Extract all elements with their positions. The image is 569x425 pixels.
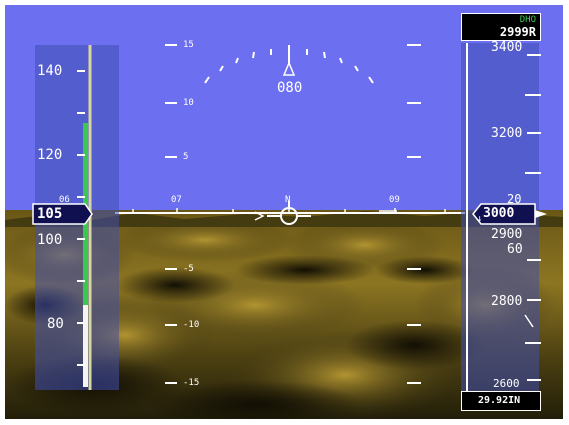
airspeed-pointer-box [32,203,93,225]
barometer-value: 29.92IN [478,395,521,406]
pitch-label-5: 5 [183,152,189,162]
minimums-label: DHO [519,15,536,25]
pitch-label-10: 10 [183,98,194,108]
flap-speed-bar [83,305,88,387]
altitude-trend-arrow-icon: ↓ [477,214,483,224]
minimums-box: DHO 2999R [461,13,541,41]
altitude-label-3200: 3200 [491,126,523,141]
altitude-label-2800: 2800 [491,294,523,309]
airspeed-label-140: 140 [37,63,63,79]
heading-pointer-icon [282,45,296,76]
pitch-ladder-lines [165,44,421,384]
altitude-upper-digits: 20 [507,192,522,206]
airspeed-current-value: 105 [37,206,63,222]
pitch-label-minus-5: -5 [183,264,194,274]
heading-arc [204,49,374,84]
pitch-label-minus-10: -10 [183,320,200,330]
horizon-heading-09: 09 [389,195,400,205]
horizon-heading-n: N [285,195,291,205]
synthetic-vision-view [5,5,563,419]
horizon-heading-07: 07 [171,195,182,205]
airspeed-label-120: 120 [37,147,63,163]
pitch-label-minus-15: -15 [183,378,200,388]
airspeed-label-80: 80 [47,316,64,332]
altitude-lower-digits: 60 [507,242,523,257]
minimums-value: 2999R [499,25,536,39]
vertical-speed-needle [524,314,534,328]
altitude-pointer-box [472,203,547,225]
airspeed-label-100: 100 [37,232,63,248]
altitude-current-value: 3000 [483,206,515,221]
pitch-label-15: 15 [183,40,194,50]
horizon-heading-06: 06 [59,195,70,205]
barometer-setting[interactable]: 29.92IN [461,391,541,411]
flight-path-vector-icon [254,201,311,225]
altitude-label-3400: 3400 [491,40,523,55]
altitude-ticks [525,54,541,381]
primary-flight-display: DHO 2999R 29.92IN 080 06 07 N 09 15 10 5… [5,5,563,419]
airspeed-ticks [77,70,85,366]
altitude-label-2600: 2600 [493,377,520,390]
speed-trend-bar [83,123,88,387]
heading-value: 080 [277,80,303,96]
altitude-label-2900: 2900 [491,227,523,242]
